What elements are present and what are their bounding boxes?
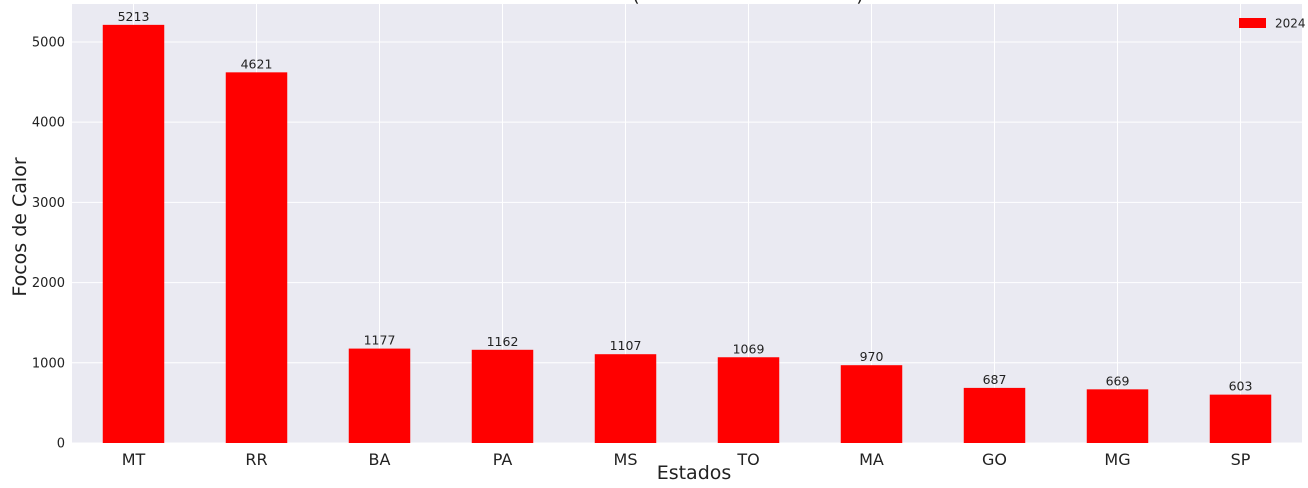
y-tick-label: 1000: [32, 356, 65, 371]
data-label-sp: 603: [1229, 379, 1253, 394]
data-label-rr: 4621: [241, 56, 273, 71]
data-label-ma: 970: [860, 349, 884, 364]
y-tick-label: 2000: [32, 276, 65, 291]
bar-mt: [102, 24, 165, 444]
x-tick-label-ma: MA: [859, 450, 884, 469]
x-tick-label-mt: MT: [122, 450, 146, 469]
bar-pa: [471, 349, 534, 443]
x-tick-label-mg: MG: [1104, 450, 1130, 469]
x-tick-label-pa: PA: [493, 450, 513, 469]
data-label-go: 687: [983, 372, 1007, 387]
bar-mg: [1086, 389, 1149, 443]
x-tick-label-sp: SP: [1231, 450, 1251, 469]
data-label-mt: 5213: [118, 9, 150, 24]
y-tick-label: 4000: [32, 116, 65, 131]
legend: 2024: [1239, 17, 1306, 31]
x-axis-ticks: MT RR BA PA MS TO MA GO MG SP: [122, 450, 1251, 469]
bar-ms: [594, 354, 657, 443]
y-axis-label: Focos de Calor: [9, 157, 31, 296]
x-tick-label-ms: MS: [614, 450, 638, 469]
x-axis-label: Estados: [657, 462, 732, 484]
legend-swatch-2024: [1239, 18, 1266, 28]
data-label-pa: 1162: [487, 334, 519, 349]
bar-go: [963, 387, 1026, 443]
chart-title-fragment-end: ): [856, 0, 863, 6]
data-label-ms: 1107: [610, 338, 642, 353]
x-tick-label-rr: RR: [245, 450, 267, 469]
legend-label-2024: 2024: [1275, 17, 1306, 31]
bar-rr: [225, 72, 288, 444]
y-tick-label: 5000: [32, 35, 65, 50]
data-labels: 5213 4621 1177 1162 1107 1069 970 687 669 603: [118, 9, 1253, 394]
bar-to: [717, 357, 780, 443]
bar-ba: [348, 348, 411, 443]
data-label-ba: 1177: [364, 333, 396, 348]
bar-ma: [840, 365, 903, 443]
data-label-to: 1069: [733, 341, 765, 356]
x-tick-label-to: TO: [736, 450, 759, 469]
x-tick-label-go: GO: [982, 450, 1007, 469]
y-tick-label: 3000: [32, 196, 65, 211]
data-label-mg: 669: [1106, 373, 1130, 388]
bar-sp: [1209, 394, 1272, 443]
y-axis-ticks: 0 1000 2000 3000 4000 5000: [32, 35, 65, 451]
x-tick-label-ba: BA: [369, 450, 391, 469]
chart-title-fragment: (: [632, 0, 639, 6]
bars: [102, 24, 1272, 444]
y-tick-label: 0: [57, 437, 65, 452]
